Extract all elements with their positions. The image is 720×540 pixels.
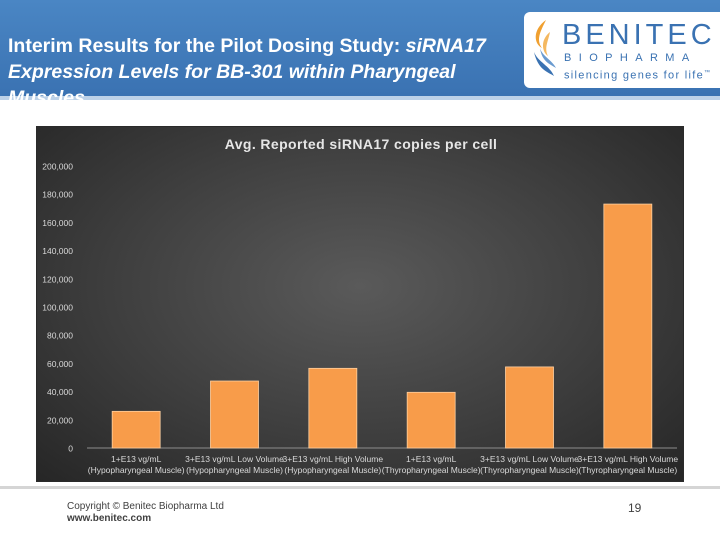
footer-divider <box>0 486 720 489</box>
x-tick-label: (Hypopharyngeal Muscle) <box>284 465 381 475</box>
x-tick-label: 1+E13 vg/mL <box>406 454 457 464</box>
logo-wordmark: BENITEC <box>562 19 716 51</box>
logo-panel <box>524 12 720 88</box>
title-line2-text: Expression Levels for BB-301 within Phar… <box>8 61 456 109</box>
bar <box>505 366 554 449</box>
y-tick-label: 80,000 <box>47 331 73 341</box>
x-tick-label: 3+E13 vg/mL High Volume <box>283 454 384 464</box>
bar <box>406 391 456 449</box>
x-tick-label: 3+E13 vg/mL Low Volume <box>185 454 284 464</box>
y-tick-label: 120,000 <box>42 274 73 284</box>
chart-plot-area: 0 20,000 40,000 60,000 80,000 100,000 120,000 1… <box>42 162 679 476</box>
header-divider <box>0 96 720 100</box>
x-tick-label: (Hypopharyngeal Muscle) <box>186 465 283 475</box>
logo-tagline-text: silencing genes for life <box>564 69 705 82</box>
x-tick-label: 3+E13 vg/mL High Volume <box>578 454 679 464</box>
x-tick-label: (Hypopharyngeal Muscle) <box>88 465 185 475</box>
y-tick-label: 100,000 <box>42 303 73 313</box>
page-number: 19 <box>628 501 642 515</box>
slide-title: Interim Results for the Pilot Dosing Stu… <box>8 33 528 111</box>
website-link[interactable]: www.benitec.com <box>67 513 152 524</box>
copyright-text: Copyright © Benitec Biopharma Ltd <box>67 501 224 512</box>
logo-subtitle: BIOPHARMA <box>564 52 697 64</box>
x-tick-label: (Thyropharyngeal Muscle) <box>382 465 481 475</box>
y-tick-label: 140,000 <box>42 246 73 256</box>
y-tick-label: 180,000 <box>42 190 73 200</box>
y-tick-label: 40,000 <box>47 387 73 397</box>
trademark-symbol: ™ <box>704 70 712 76</box>
x-tick-label: 3+E13 vg/mL Low Volume <box>480 454 579 464</box>
bar <box>111 410 161 449</box>
x-tick-label: (Thyropharyngeal Muscle) <box>480 465 579 475</box>
bar <box>603 203 653 449</box>
y-tick-label: 0 <box>68 444 73 454</box>
logo-tagline: silencing genes for life™ <box>564 67 711 82</box>
title-line1-emphasis: siRNA17 <box>405 35 486 57</box>
bar <box>210 380 259 449</box>
benitec-flame-icon <box>534 20 556 76</box>
y-tick-label: 60,000 <box>47 359 73 369</box>
y-tick-label: 200,000 <box>42 162 73 172</box>
y-tick-label: 20,000 <box>47 415 73 425</box>
title-line1-text: Interim Results for the Pilot Dosing Stu… <box>8 35 406 57</box>
bar <box>308 367 358 449</box>
chart-title: Avg. Reported siRNA17 copies per cell <box>224 136 498 152</box>
x-tick-label: 1+E13 vg/mL <box>111 454 162 464</box>
y-tick-label: 160,000 <box>42 218 73 228</box>
x-tick-label: (Thyropharyngeal Muscle) <box>578 465 677 475</box>
bar-chart: Avg. Reported siRNA17 copies per cell 0 2… <box>36 126 684 482</box>
